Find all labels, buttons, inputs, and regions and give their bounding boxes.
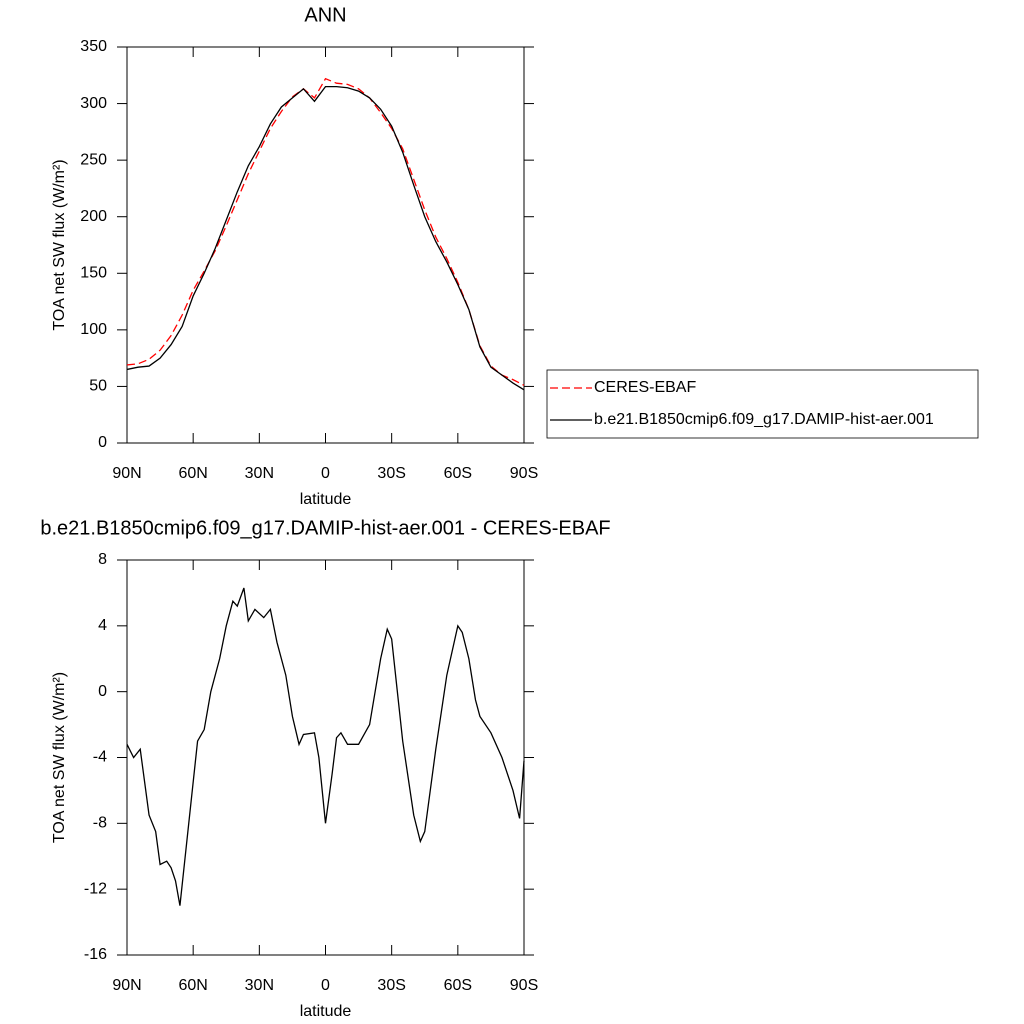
chart-title: ANN	[304, 4, 346, 26]
x-tick-label: 60N	[178, 465, 207, 482]
data-line	[126, 587, 525, 906]
y-tick-label: -16	[84, 946, 107, 963]
x-tick-label: 90N	[112, 977, 141, 994]
y-tick-label: 300	[80, 95, 107, 112]
x-tick-label: 60N	[178, 977, 207, 994]
y-axis-label: TOA net SW flux (W/m²)	[51, 159, 68, 330]
y-tick-label: 0	[98, 434, 107, 451]
x-axis-label: latitude	[300, 491, 352, 508]
chart-title: b.e21.B1850cmip6.f09_g17.DAMIP-hist-aer.…	[40, 517, 610, 539]
y-tick-label: 200	[80, 208, 107, 225]
x-tick-label: 90N	[112, 465, 141, 482]
plot-frame	[126, 46, 525, 444]
data-line	[126, 77, 525, 386]
y-tick-label: -12	[84, 880, 107, 897]
y-tick-label: -4	[93, 749, 107, 766]
y-tick-label: 0	[98, 683, 107, 700]
x-tick-label: 30S	[377, 465, 405, 482]
y-tick-label: -8	[93, 815, 107, 832]
x-tick-label: 90S	[510, 465, 538, 482]
y-tick-label: 8	[98, 551, 107, 568]
plot-frame	[126, 559, 525, 956]
x-tick-label: 0	[321, 977, 330, 994]
y-tick-label: 350	[80, 38, 107, 55]
data-line	[126, 85, 525, 391]
x-axis-label: latitude	[300, 1003, 352, 1020]
y-tick-label: 250	[80, 151, 107, 168]
y-tick-label: 100	[80, 321, 107, 338]
x-tick-label: 60S	[444, 465, 472, 482]
x-tick-label: 60S	[444, 977, 472, 994]
x-tick-label: 30N	[245, 465, 274, 482]
y-axis-label: TOA net SW flux (W/m²)	[51, 672, 68, 843]
legend-box	[546, 369, 979, 439]
x-tick-label: 30N	[245, 977, 274, 994]
x-tick-label: 30S	[377, 977, 405, 994]
y-tick-label: 4	[98, 617, 107, 634]
y-tick-label: 50	[89, 378, 107, 395]
x-tick-label: 0	[321, 465, 330, 482]
x-tick-label: 90S	[510, 977, 538, 994]
legend-label: CERES-EBAF	[594, 379, 696, 396]
legend-label: b.e21.B1850cmip6.f09_g17.DAMIP-hist-aer.…	[594, 411, 934, 428]
y-tick-label: 150	[80, 265, 107, 282]
